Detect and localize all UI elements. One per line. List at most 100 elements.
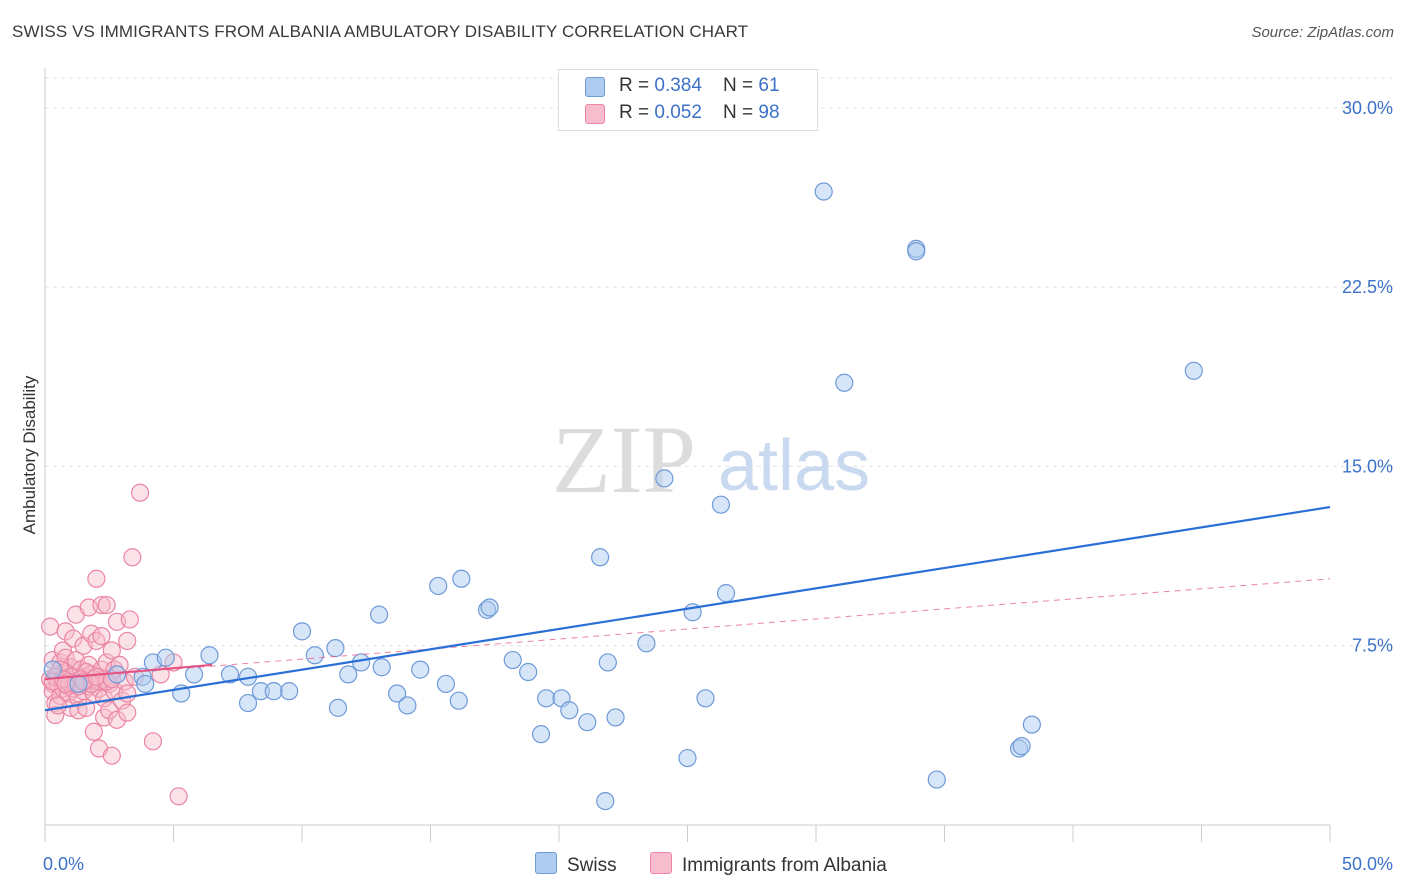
swiss-point <box>372 658 391 677</box>
legend-r-label: R = <box>619 102 655 123</box>
albania-point <box>102 641 121 660</box>
albania-point <box>92 627 111 646</box>
albania-point <box>118 703 137 722</box>
chart-title: SWISS VS IMMIGRANTS FROM ALBANIA AMBULAT… <box>12 22 749 41</box>
swiss-point <box>43 660 62 679</box>
watermark-atlas: atlas <box>718 426 870 506</box>
swiss-point <box>328 698 348 717</box>
swiss-point <box>537 689 556 708</box>
swiss-point <box>835 373 854 392</box>
swiss-point <box>429 576 448 596</box>
swiss-point <box>814 182 833 201</box>
swiss-point <box>398 696 417 715</box>
swiss-point <box>503 650 522 670</box>
albania-point <box>143 732 163 751</box>
y-tick-label: 22.5% <box>1342 277 1393 297</box>
legend-n-label: N = <box>723 75 759 96</box>
legend-n-value: 98 <box>758 102 780 123</box>
y-tick-label: 7.5% <box>1352 636 1393 656</box>
swiss-point <box>156 648 175 667</box>
x-tick-label: 0.0% <box>43 854 84 874</box>
swiss-point <box>69 674 88 694</box>
swiss-swatch <box>585 77 605 97</box>
albania-point <box>102 746 121 765</box>
swiss-point <box>1022 715 1041 734</box>
swiss-point <box>716 584 736 603</box>
legend-r-value: 0.384 <box>654 75 702 96</box>
y-axis-title: Ambulatory Disability <box>20 375 39 534</box>
albania-points <box>41 483 188 806</box>
y-tick-label: 15.0% <box>1342 456 1393 476</box>
grid-layer <box>45 77 1392 647</box>
swiss-points <box>43 182 1203 811</box>
axis-layer <box>44 68 1331 842</box>
watermark-zip: ZIP <box>552 406 696 513</box>
swiss-point <box>264 682 283 701</box>
albania-point <box>87 569 106 588</box>
albania-point <box>92 595 111 615</box>
swiss-point <box>339 665 358 684</box>
swiss-point <box>411 660 430 679</box>
swiss-point <box>200 646 219 665</box>
swiss-point <box>370 605 389 624</box>
albania-legend-label: Immigrants from Albania <box>682 855 887 876</box>
albania-point <box>56 622 75 641</box>
legend-n-label: N = <box>723 102 759 123</box>
albania-point <box>120 610 139 629</box>
swiss-point <box>696 689 715 708</box>
swiss-point <box>560 701 579 720</box>
swiss-point <box>292 622 312 641</box>
albania-trend-dashed <box>44 578 1331 680</box>
trend-layer <box>44 505 1331 712</box>
albania-point <box>118 684 137 703</box>
albania-point <box>107 710 127 729</box>
albania-legend-swatch <box>650 852 672 874</box>
albania-trend-line <box>44 663 213 681</box>
label-layer: 7.5% 15.0% 22.5% 30.0% 0.0% 50.0% Ambulatory D… <box>20 98 1393 874</box>
legend-n-value: 61 <box>758 75 780 96</box>
albania-point <box>97 595 116 615</box>
swiss-point <box>387 684 407 703</box>
watermark: ZIP atlas <box>552 406 870 513</box>
swiss-point <box>655 469 674 488</box>
legend-r-label: R = <box>619 75 655 96</box>
swiss-point <box>452 569 471 588</box>
swiss-point <box>711 495 731 514</box>
swiss-point <box>907 242 926 261</box>
swiss-trend-line <box>44 505 1331 712</box>
legend-r-value: 0.052 <box>654 102 702 123</box>
y-tick-label: 30.0% <box>1342 98 1393 118</box>
albania-point <box>84 722 103 741</box>
albania-point <box>130 483 150 502</box>
swiss-point <box>598 653 617 672</box>
bottom-legend-albania[interactable]: Immigrants from Albania <box>650 852 887 877</box>
swiss-point <box>280 682 299 701</box>
swiss-point <box>352 653 371 672</box>
swiss-point <box>136 674 155 694</box>
swiss-point <box>596 791 615 811</box>
swiss-point <box>531 725 551 744</box>
swiss-point <box>606 708 625 727</box>
albania-swatch <box>585 104 605 124</box>
swiss-point <box>678 748 697 768</box>
swiss-legend-swatch <box>535 852 557 874</box>
swiss-point <box>480 598 499 617</box>
albania-point <box>41 617 60 636</box>
swiss-point <box>927 770 946 789</box>
swiss-point <box>326 639 345 658</box>
x-tick-label: 50.0% <box>1342 854 1393 874</box>
swiss-point <box>220 665 240 684</box>
albania-point <box>118 631 137 651</box>
swiss-point <box>238 693 258 713</box>
swiss-point <box>436 674 456 694</box>
albania-point <box>169 787 188 806</box>
source-credit: Source: ZipAtlas.com <box>1251 24 1394 41</box>
bottom-legend-swiss[interactable]: Swiss <box>535 852 617 877</box>
swiss-point <box>449 691 468 710</box>
swiss-point <box>1184 361 1203 380</box>
albania-point <box>123 548 142 567</box>
swiss-point <box>519 662 538 682</box>
albania-point <box>48 696 67 715</box>
swiss-point <box>578 713 597 732</box>
